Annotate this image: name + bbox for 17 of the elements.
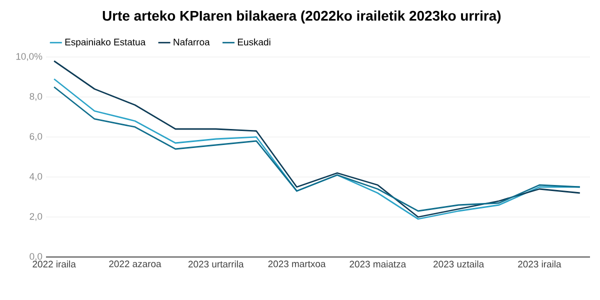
y-tick-label: 10,0% (16, 53, 42, 61)
y-tick-label: 2,0 (30, 213, 42, 221)
y-tick-label: 4,0 (30, 173, 42, 181)
legend-label: Euskadi (238, 38, 270, 46)
x-tick-label: 2023 uztaila (434, 260, 484, 268)
chart-title: Urte arteko KPIaren bilakaera (2022ko irailetik 2023ko urrira) (102, 10, 501, 24)
y-tick-label: 0,0 (30, 253, 42, 261)
legend-label: Espainiako Estatua (65, 38, 146, 48)
x-tick-label: 2023 martxoa (268, 260, 326, 268)
x-tick-label: 2023 urtarrila (188, 260, 244, 268)
x-tick-label: 2023 maiatza (350, 260, 406, 268)
x-tick-label: 2022 iraila (32, 260, 76, 268)
y-tick-label: 8,0 (30, 93, 42, 101)
legend-label: Nafarroa (174, 38, 210, 46)
x-tick-label: 2023 iraila (518, 260, 562, 268)
x-tick-label: 2022 azaroa (109, 260, 162, 268)
y-tick-label: 6,0 (30, 133, 42, 141)
